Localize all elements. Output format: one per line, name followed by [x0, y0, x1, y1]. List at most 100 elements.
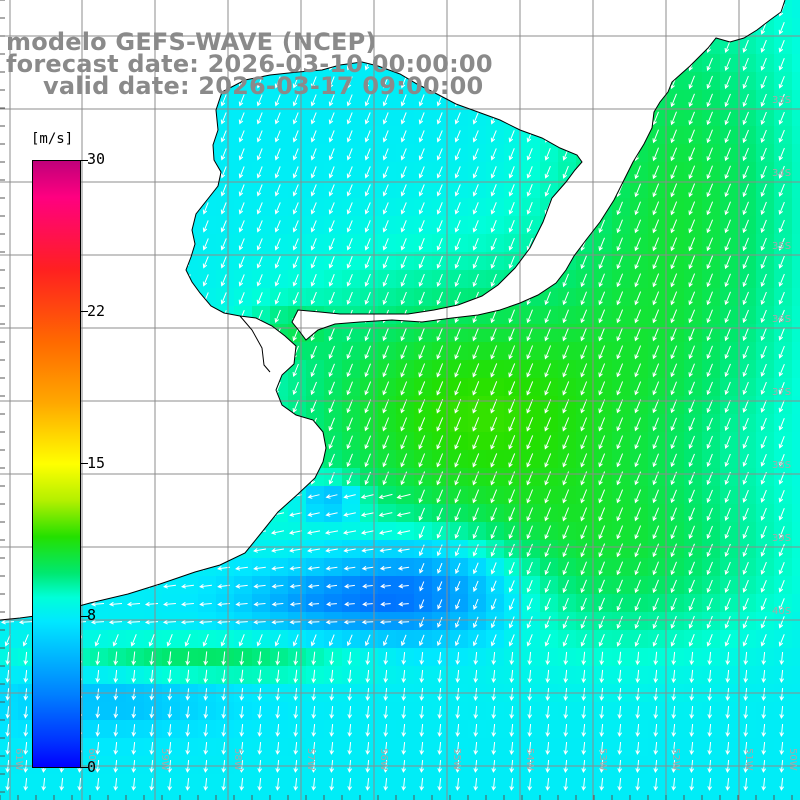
speed-cell: [684, 414, 703, 433]
speed-cell: [306, 162, 325, 181]
wind-arrow: [743, 669, 749, 684]
speed-cell: [738, 126, 757, 145]
wind-arrow: [292, 363, 299, 377]
speed-cell: [414, 324, 433, 343]
wind-arrow: [454, 435, 462, 450]
wind-arrow: [328, 435, 335, 450]
speed-cell: [288, 792, 307, 800]
wind-arrow: [149, 706, 155, 719]
wind-arrow: [689, 651, 695, 666]
speed-cell: [324, 108, 343, 127]
speed-cell: [648, 738, 667, 757]
wind-arrow: [581, 723, 587, 738]
speed-cell: [288, 774, 307, 793]
wind-arrow: [274, 309, 281, 323]
wind-arrow: [724, 129, 731, 144]
wind-arrow: [490, 309, 497, 324]
wind-arrow: [274, 256, 281, 269]
wind-arrow: [472, 345, 480, 360]
speed-cell: [612, 360, 631, 379]
speed-cell: [594, 468, 613, 487]
speed-cell: [684, 162, 703, 181]
wind-arrow: [238, 238, 245, 251]
wind-arrow: [598, 327, 606, 342]
speed-cell: [18, 792, 37, 800]
speed-cell: [522, 774, 541, 793]
wind-arrow: [454, 273, 461, 287]
speed-cell: [594, 306, 613, 325]
wind-arrow: [724, 579, 731, 593]
wind-arrow: [220, 112, 227, 125]
speed-cell: [774, 612, 793, 631]
speed-cell: [720, 774, 739, 793]
wind-arrow: [688, 237, 696, 252]
wind-arrow: [742, 561, 749, 575]
wind-arrow: [634, 453, 642, 468]
speed-cell: [594, 648, 613, 667]
wind-arrow: [326, 601, 337, 607]
wind-arrow: [688, 201, 696, 216]
wind-arrow: [382, 634, 389, 647]
wind-arrow: [508, 417, 516, 432]
wind-arrow: [616, 345, 624, 360]
speed-cell: [234, 270, 253, 289]
wind-arrow: [706, 327, 713, 342]
speed-cell: [594, 702, 613, 721]
wind-arrow: [580, 363, 588, 378]
speed-cell: [486, 738, 505, 757]
wind-arrow: [328, 202, 335, 215]
wind-arrow: [544, 453, 552, 468]
wind-arrow: [634, 561, 641, 576]
speed-cell: [414, 288, 433, 307]
wind-arrow: [400, 184, 407, 197]
speed-cell: [558, 450, 577, 469]
wind-arrow: [562, 489, 570, 504]
speed-cell: [234, 720, 253, 739]
wind-arrow: [274, 274, 281, 287]
speed-cell: [630, 270, 649, 289]
speed-cell: [162, 648, 181, 667]
wind-arrow: [328, 399, 335, 414]
wind-arrow: [328, 274, 335, 287]
wind-arrow: [688, 129, 695, 144]
wind-arrow: [199, 601, 212, 607]
speed-cell: [252, 126, 271, 145]
speed-cell: [342, 144, 361, 163]
speed-cell: [522, 342, 541, 361]
speed-cell: [504, 522, 523, 541]
wind-arrow: [253, 619, 266, 625]
wind-arrow: [490, 363, 498, 378]
speed-cell: [378, 774, 397, 793]
wind-arrow: [760, 129, 767, 143]
wind-arrow: [527, 669, 533, 684]
speed-cell: [612, 414, 631, 433]
wind-arrow: [220, 220, 227, 233]
speed-cell: [234, 702, 253, 721]
speed-cell: [378, 270, 397, 289]
speed-cell: [594, 378, 613, 397]
speed-cell: [324, 252, 343, 271]
wind-arrow: [761, 687, 767, 702]
speed-cell: [216, 216, 235, 235]
latitude-label: 36S: [772, 314, 791, 325]
wind-arrow: [652, 561, 659, 576]
wind-arrow: [144, 619, 159, 625]
speed-cell: [702, 540, 721, 559]
speed-cell: [396, 792, 415, 800]
wind-arrow: [670, 561, 677, 576]
wind-arrow: [436, 526, 443, 539]
speed-cell: [630, 198, 649, 217]
wind-arrow: [418, 166, 425, 179]
wind-arrow: [490, 525, 497, 540]
wind-arrow: [544, 309, 551, 324]
wind-arrow: [688, 579, 695, 594]
speed-cell: [576, 702, 595, 721]
speed-cell: [702, 522, 721, 541]
wind-arrow: [346, 130, 353, 143]
wind-arrow: [396, 512, 411, 517]
speed-cell: [144, 720, 163, 739]
wind-arrow: [526, 580, 533, 593]
speed-cell: [756, 630, 775, 649]
speed-cell: [144, 702, 163, 721]
wind-arrow: [725, 778, 731, 791]
